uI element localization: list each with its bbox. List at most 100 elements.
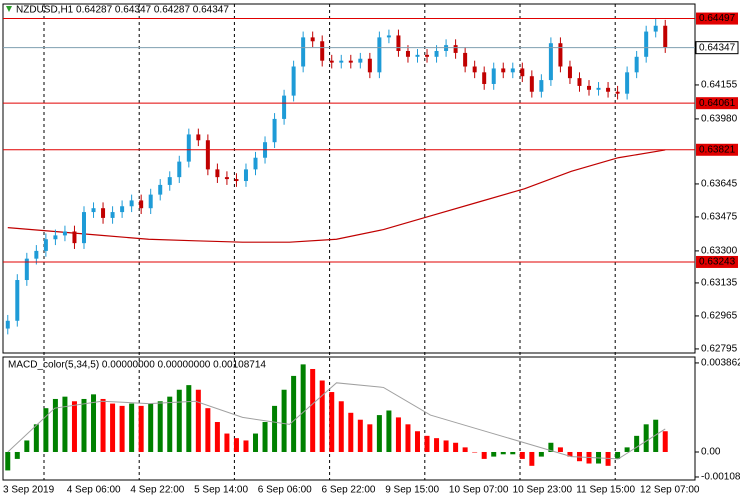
candle-body	[501, 68, 506, 73]
macd-bar	[519, 451, 525, 459]
candle-body	[577, 78, 582, 86]
candle-body	[301, 37, 306, 67]
candle-body	[167, 177, 172, 185]
candle-body	[253, 157, 258, 170]
macd-bar	[253, 433, 259, 452]
macd-bar	[395, 417, 401, 452]
candle-body	[453, 45, 458, 53]
candle-body	[15, 280, 20, 321]
indicator-icon	[6, 6, 12, 12]
candle-body	[482, 72, 487, 84]
y-tick-label: 0.64155	[701, 80, 738, 91]
macd-bar	[110, 403, 116, 452]
y-tick-label: 0.63980	[701, 114, 738, 125]
level-label-box	[696, 12, 738, 25]
macd-bar	[157, 401, 163, 452]
macd-bar	[262, 422, 268, 452]
macd-bar	[148, 403, 154, 452]
macd-bar	[243, 440, 249, 452]
candle-body	[177, 161, 182, 178]
macd-bar	[176, 389, 182, 452]
candle-body	[329, 60, 334, 63]
candle-body	[434, 50, 439, 57]
macd-bar	[338, 401, 344, 452]
candle-body	[291, 66, 296, 96]
macd-bar	[100, 398, 106, 452]
macd-bar	[195, 389, 201, 452]
candle-body	[320, 41, 325, 61]
x-tick-label: 9 Sep 15:00	[385, 485, 439, 496]
macd-bar	[14, 451, 20, 459]
y-tick-label: 0.00	[701, 447, 721, 458]
candle-body	[539, 80, 544, 92]
candle-body	[529, 76, 534, 92]
macd-bar	[548, 442, 554, 452]
candle-body	[463, 52, 468, 67]
macd-bar	[91, 394, 97, 452]
candle-body	[472, 66, 477, 73]
candle-body	[148, 194, 153, 209]
macd-bar	[414, 431, 420, 452]
candle-body	[110, 212, 115, 218]
candle-body	[215, 169, 220, 178]
macd-bar	[357, 419, 363, 452]
macd-bar	[538, 451, 544, 457]
candle-body	[644, 31, 649, 57]
price-pane	[2, 3, 696, 354]
x-tick-label: 12 Sep 07:00	[640, 485, 700, 496]
candle-body	[510, 68, 515, 73]
macd-bar	[643, 424, 649, 452]
candle-body	[53, 235, 58, 240]
candle-body	[43, 239, 48, 251]
macd-bar	[224, 433, 230, 452]
x-tick-label: 11 Sep 15:00	[576, 485, 635, 496]
macd-bar	[405, 424, 411, 452]
candle-body	[558, 43, 563, 67]
macd-bar	[167, 396, 173, 452]
macd-bar	[291, 375, 297, 452]
level-label-box	[696, 97, 738, 110]
candle-body	[367, 58, 372, 73]
chart-title: NZDUSD,H1 0.64287 0.64347 0.64287 0.6434…	[16, 5, 229, 16]
candle-body	[196, 134, 201, 141]
macd-bar	[529, 451, 535, 466]
candle-body	[272, 118, 277, 143]
x-tick-label: 4 Sep 06:00	[67, 485, 121, 496]
last-price-box	[695, 41, 739, 55]
candle-body	[625, 72, 630, 94]
macd-bar	[310, 368, 316, 452]
macd-bar	[43, 408, 49, 452]
candle-body	[425, 54, 430, 57]
macd-title: MACD_color(5,34,5) 0.00000000 0.00000000…	[8, 360, 266, 371]
candle-body	[567, 66, 572, 79]
candle-body	[663, 25, 668, 48]
macd-bar	[491, 451, 497, 457]
y-tick-label: 0.63645	[701, 179, 738, 190]
macd-bar	[52, 398, 58, 452]
candle-body	[310, 37, 315, 42]
macd-bar	[129, 403, 135, 452]
candle-body	[158, 184, 163, 195]
candle-body	[377, 37, 382, 73]
day-separators	[43, 4, 616, 480]
x-tick-label: 5 Sep 14:00	[194, 485, 248, 496]
macd-bar	[5, 451, 11, 471]
macd-bar	[615, 451, 621, 459]
macd-bar	[510, 451, 516, 455]
macd-bar	[233, 438, 239, 452]
candle-body	[596, 87, 601, 90]
macd-bar	[119, 405, 125, 452]
macd-bar	[481, 451, 487, 459]
macd-bar	[462, 447, 468, 452]
macd-bar	[205, 408, 211, 452]
y-tick-label: 0.63300	[701, 246, 738, 257]
y-tick-label: -0.001084	[701, 472, 740, 483]
signal-line	[7, 382, 666, 460]
candle-body	[606, 87, 611, 92]
candle-body	[548, 43, 553, 81]
macd-bar	[272, 405, 278, 452]
macd-bar	[634, 435, 640, 452]
level-label: 0.63243	[699, 257, 736, 268]
level-label: 0.63821	[699, 144, 736, 155]
macd-bar	[424, 435, 430, 452]
